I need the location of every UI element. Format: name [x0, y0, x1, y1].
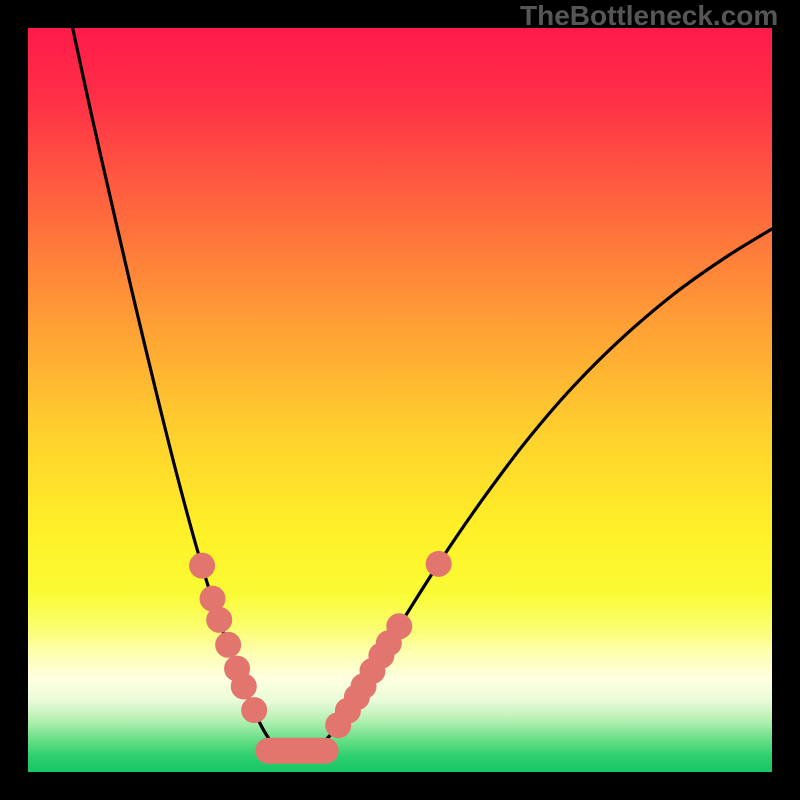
data-marker: [190, 553, 215, 578]
data-marker: [231, 674, 256, 699]
data-marker: [242, 698, 267, 723]
plateau-marker: [255, 738, 338, 764]
chart-svg: [0, 0, 800, 800]
watermark-text: TheBottleneck.com: [520, 0, 778, 32]
data-marker: [387, 614, 412, 639]
gradient-background: [28, 28, 772, 772]
data-marker: [216, 632, 241, 657]
data-marker: [426, 551, 451, 576]
data-marker: [207, 607, 232, 632]
chart-frame: TheBottleneck.com: [0, 0, 800, 800]
